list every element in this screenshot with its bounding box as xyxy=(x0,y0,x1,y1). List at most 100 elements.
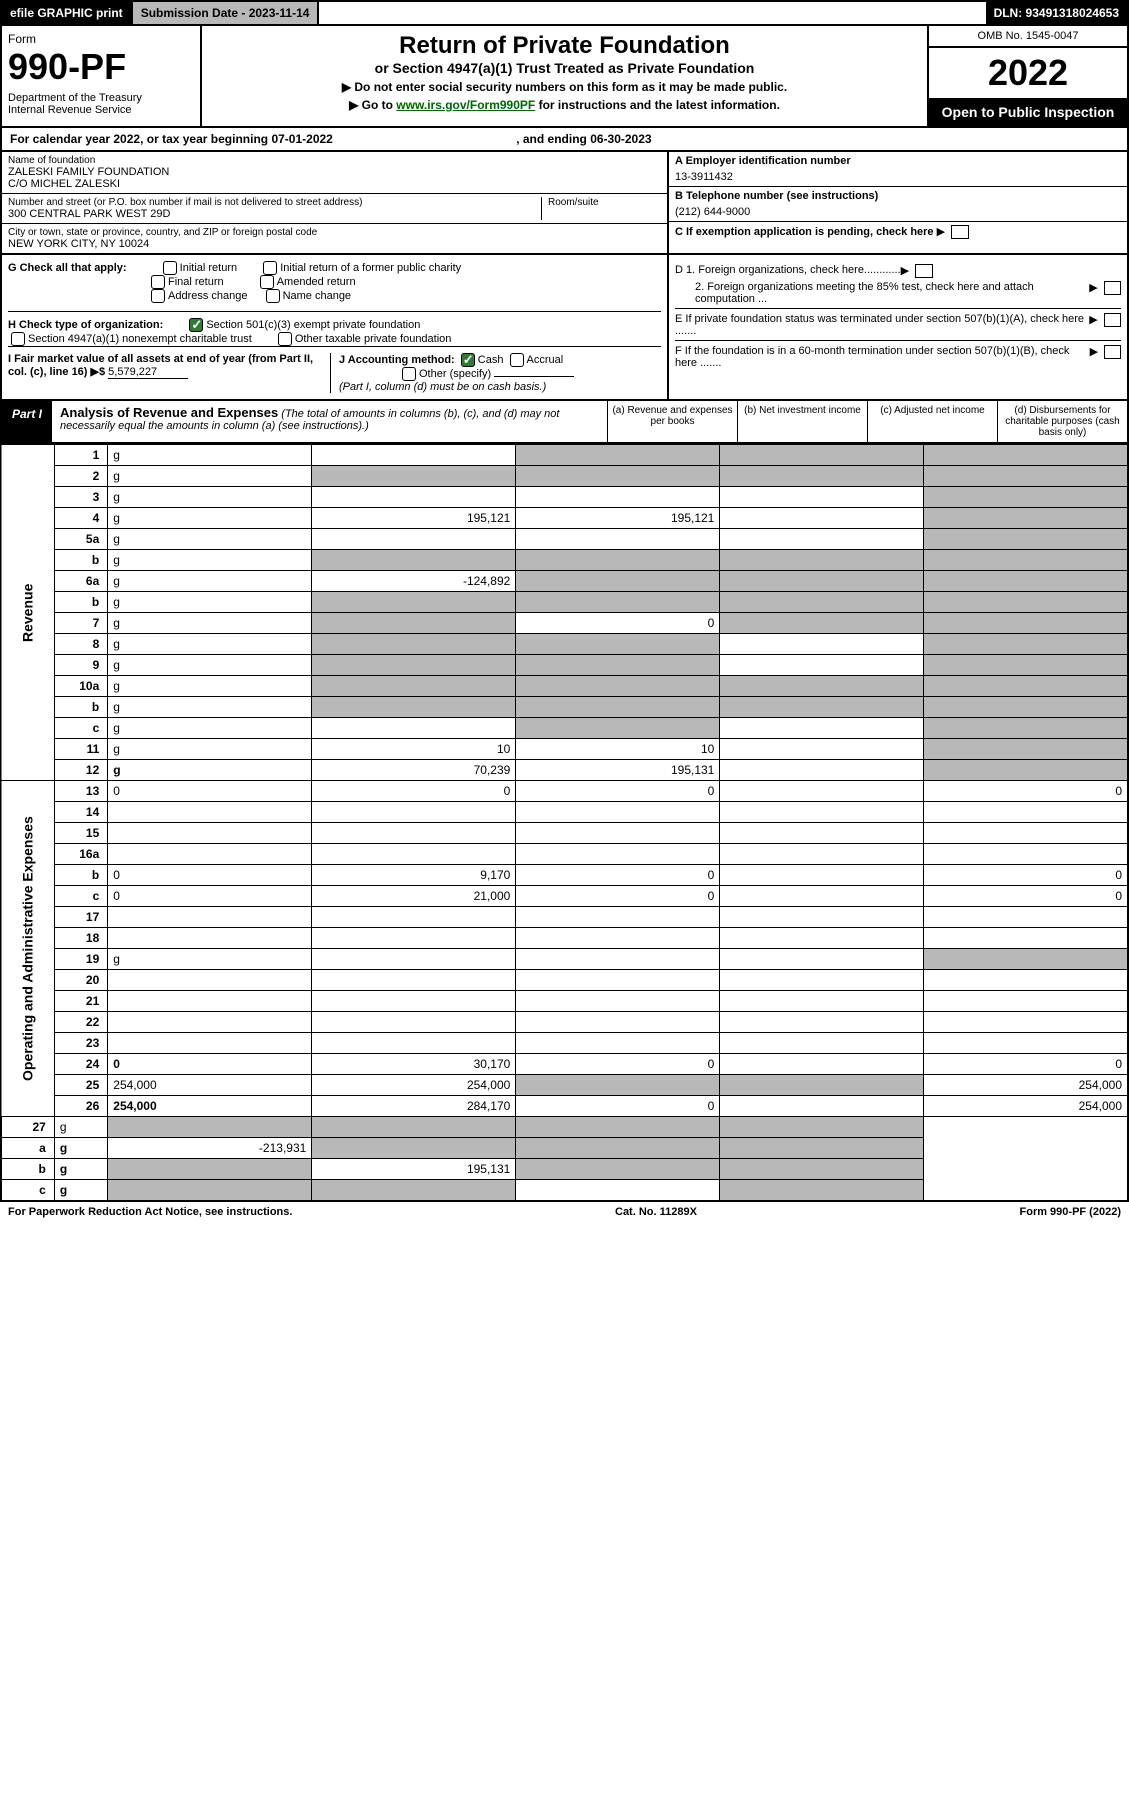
table-row: cg xyxy=(1,718,1128,739)
initial-return-checkbox[interactable] xyxy=(163,261,177,275)
ein: 13-3911432 xyxy=(675,171,1121,183)
table-cell xyxy=(312,613,516,634)
table-cell xyxy=(720,823,924,844)
table-cell xyxy=(924,613,1128,634)
accrual-checkbox[interactable] xyxy=(510,353,524,367)
final-return-checkbox[interactable] xyxy=(151,275,165,289)
form-ref: Form 990-PF (2022) xyxy=(1020,1206,1121,1218)
efile-label[interactable]: efile GRAPHIC print xyxy=(2,2,131,24)
table-cell xyxy=(924,487,1128,508)
table-cell xyxy=(720,886,924,907)
table-cell xyxy=(720,760,924,781)
line-number: b xyxy=(54,697,107,718)
line-desc: g xyxy=(54,1138,107,1159)
cash-checkbox[interactable] xyxy=(461,353,475,367)
line-desc: g xyxy=(108,613,312,634)
table-cell xyxy=(720,739,924,760)
501c3-checkbox[interactable] xyxy=(189,318,203,332)
instructions-link[interactable]: www.irs.gov/Form990PF xyxy=(396,98,535,112)
other-method-checkbox[interactable] xyxy=(402,367,416,381)
table-cell: 195,131 xyxy=(312,1159,516,1180)
table-cell xyxy=(516,697,720,718)
line-desc xyxy=(108,1012,312,1033)
4947-checkbox[interactable] xyxy=(11,332,25,346)
line-desc xyxy=(108,844,312,865)
city: NEW YORK CITY, NY 10024 xyxy=(8,238,661,250)
d1-checkbox[interactable] xyxy=(915,264,933,278)
f-checkbox[interactable] xyxy=(1104,345,1121,359)
table-row: bg xyxy=(1,697,1128,718)
line-desc: g xyxy=(54,1180,107,1202)
table-cell xyxy=(924,739,1128,760)
table-cell xyxy=(516,928,720,949)
line-number: c xyxy=(54,718,107,739)
line-desc: g xyxy=(108,466,312,487)
table-cell xyxy=(108,1117,312,1138)
table-cell xyxy=(720,1138,924,1159)
table-cell xyxy=(516,529,720,550)
line-number: 4 xyxy=(54,508,107,529)
table-cell xyxy=(720,508,924,529)
phone: (212) 644-9000 xyxy=(675,206,1121,218)
line-desc: g xyxy=(108,571,312,592)
line-desc: 254,000 xyxy=(108,1075,312,1096)
line-number: 13 xyxy=(54,781,107,802)
line-desc xyxy=(108,928,312,949)
line-number: 27 xyxy=(1,1117,54,1138)
table-cell xyxy=(516,949,720,970)
line-desc: g xyxy=(108,697,312,718)
table-cell xyxy=(312,1012,516,1033)
amended-return-checkbox[interactable] xyxy=(260,275,274,289)
table-cell: 21,000 xyxy=(312,886,516,907)
line-number: 12 xyxy=(54,760,107,781)
table-cell xyxy=(720,1012,924,1033)
exemption-checkbox[interactable] xyxy=(951,225,969,239)
table-cell xyxy=(516,1075,720,1096)
other-taxable-checkbox[interactable] xyxy=(278,332,292,346)
table-cell: -124,892 xyxy=(312,571,516,592)
table-cell xyxy=(516,1033,720,1054)
table-row: Operating and Administrative Expenses130… xyxy=(1,781,1128,802)
line-desc: g xyxy=(108,655,312,676)
table-cell xyxy=(924,760,1128,781)
table-cell: 30,170 xyxy=(312,1054,516,1075)
line-number: 8 xyxy=(54,634,107,655)
ein-label: A Employer identification number xyxy=(675,155,1121,167)
line-number: c xyxy=(1,1180,54,1202)
table-cell xyxy=(312,1138,516,1159)
address-change-checkbox[interactable] xyxy=(151,289,165,303)
table-row: 20 xyxy=(1,970,1128,991)
table-cell xyxy=(720,949,924,970)
table-cell: 0 xyxy=(924,865,1128,886)
line-desc xyxy=(108,823,312,844)
table-cell xyxy=(312,1180,516,1202)
h-label: H Check type of organization: xyxy=(8,319,163,331)
table-cell xyxy=(312,802,516,823)
g-label: G Check all that apply: xyxy=(8,262,127,274)
line-number: 10a xyxy=(54,676,107,697)
name-change-checkbox[interactable] xyxy=(266,289,280,303)
table-cell xyxy=(516,445,720,466)
form-header: Form 990-PF Department of the Treasury I… xyxy=(0,26,1129,128)
table-row: 24030,17000 xyxy=(1,1054,1128,1075)
table-cell xyxy=(720,613,924,634)
line-number: 5a xyxy=(54,529,107,550)
part1-label: Part I xyxy=(2,401,52,442)
table-row: 26254,000284,1700254,000 xyxy=(1,1096,1128,1117)
initial-former-checkbox[interactable] xyxy=(263,261,277,275)
table-row: b09,17000 xyxy=(1,865,1128,886)
table-cell: 0 xyxy=(924,1054,1128,1075)
e-checkbox[interactable] xyxy=(1104,313,1121,327)
table-row: 4g195,121195,121 xyxy=(1,508,1128,529)
d2-checkbox[interactable] xyxy=(1104,281,1121,295)
line-desc: 0 xyxy=(108,1054,312,1075)
form-number: 990-PF xyxy=(8,46,194,88)
dept: Department of the Treasury Internal Reve… xyxy=(8,92,194,116)
table-cell xyxy=(516,550,720,571)
table-cell xyxy=(720,970,924,991)
table-cell xyxy=(720,487,924,508)
line-desc xyxy=(108,802,312,823)
f-label: F If the foundation is in a 60-month ter… xyxy=(675,345,1090,369)
table-cell xyxy=(312,823,516,844)
line-number: 11 xyxy=(54,739,107,760)
